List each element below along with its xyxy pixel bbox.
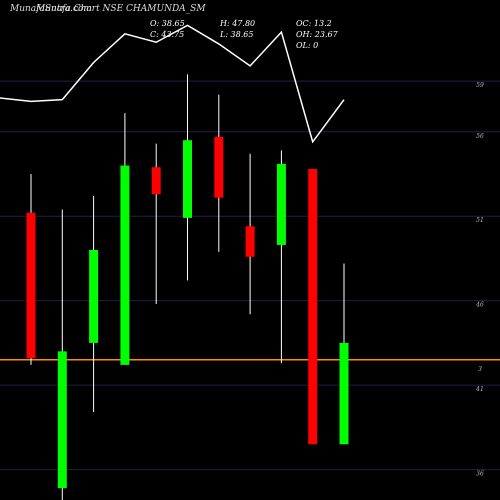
y-tick-label-0: 59: [476, 82, 484, 89]
candle-body-0: [26, 212, 36, 359]
chart-title: Munafa Chart NSE CHAMUNDA_SM: [36, 4, 206, 14]
y-tick-label-2: 51: [476, 217, 484, 224]
ohlc-low: L: 38.65: [220, 30, 254, 39]
ohlc-oc: OC: 13.2: [296, 19, 332, 28]
ohlc-ol: OL: 0: [296, 41, 319, 50]
candle-body-6: [214, 136, 224, 198]
candle-body-3: [120, 165, 130, 365]
site-name: MunafaSutra.com: [10, 4, 92, 14]
y-tick-label-4: 41: [475, 386, 484, 393]
candle-body-10: [339, 342, 349, 445]
candle-body-2: [89, 250, 99, 343]
y-tick-label-5: 36: [476, 471, 484, 478]
candle-body-4: [151, 167, 161, 195]
reference-line-label: 3: [478, 366, 482, 373]
ohlc-high: H: 47.80: [220, 19, 256, 28]
candle-body-7: [245, 226, 255, 257]
ohlc-close: C: 43.75: [150, 30, 185, 39]
y-tick-label-3: 46: [475, 302, 484, 309]
candle-body-5: [183, 140, 192, 218]
candle-body-1: [57, 351, 67, 489]
candle-body-9: [308, 168, 318, 445]
overlay-line: [0, 24, 345, 144]
ohlc-open: O: 38.65: [150, 19, 185, 28]
ohlc-oh: OH: 23.67: [296, 30, 338, 39]
candle-body-8: [276, 163, 286, 245]
y-tick-label-1: 56: [476, 133, 484, 140]
